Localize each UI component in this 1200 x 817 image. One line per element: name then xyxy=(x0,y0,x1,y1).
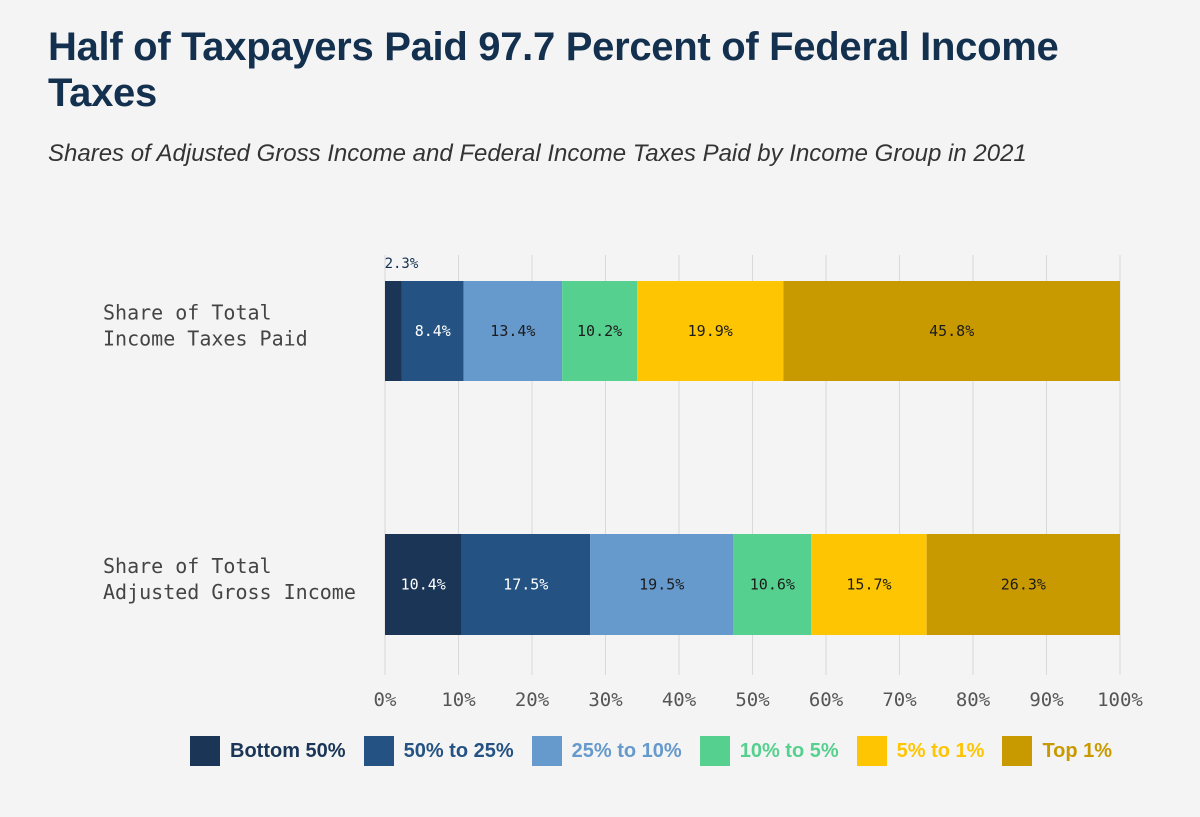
bar-segment xyxy=(637,281,784,381)
data-label: 10.2% xyxy=(577,322,622,340)
x-tick-label: 100% xyxy=(1097,689,1143,711)
bar-segment xyxy=(590,534,734,635)
legend-swatch xyxy=(699,736,730,766)
legend-swatch xyxy=(190,736,220,766)
category-label: Income Taxes Paid xyxy=(103,327,308,351)
legend-label: 25% to 10% xyxy=(571,739,682,762)
category-label: Share of Total xyxy=(103,554,272,578)
x-tick-label: 50% xyxy=(735,689,770,711)
x-tick-label: 20% xyxy=(515,689,550,711)
data-label: 45.8% xyxy=(929,322,974,340)
x-tick-label: 10% xyxy=(441,689,476,711)
x-tick-label: 70% xyxy=(882,689,917,711)
legend-swatch xyxy=(531,736,562,766)
bar-segment xyxy=(463,281,563,381)
data-label: 2.3% xyxy=(385,256,419,272)
data-label: 8.4% xyxy=(415,322,451,340)
legend-swatch xyxy=(856,736,887,766)
legend-swatch xyxy=(1002,736,1033,766)
bar-segment xyxy=(461,534,591,635)
data-label: 15.7% xyxy=(846,576,891,594)
bar-segment xyxy=(733,534,812,635)
category-label: Adjusted Gross Income xyxy=(103,580,356,604)
legend-item: Top 1% xyxy=(1002,736,1112,766)
data-label: 17.5% xyxy=(503,576,548,594)
chart-title: Half of Taxpayers Paid 97.7 Percent of F… xyxy=(48,25,1059,115)
category-label: Share of Total xyxy=(103,301,272,325)
legend-item: 10% to 5% xyxy=(699,736,839,766)
x-tick-label: 30% xyxy=(588,689,623,711)
chart-subtitle: Shares of Adjusted Gross Income and Fede… xyxy=(48,140,1027,167)
bar-segment xyxy=(926,534,1120,635)
bar-segment xyxy=(811,534,927,635)
legend-label: Top 1% xyxy=(1042,739,1113,762)
legend-label: 5% to 1% xyxy=(896,739,985,762)
legend-label: 10% to 5% xyxy=(739,739,839,762)
legend-label: 50% to 25% xyxy=(403,739,514,762)
data-label: 13.4% xyxy=(490,322,535,340)
data-label: 10.4% xyxy=(401,576,446,594)
bar-segment xyxy=(385,281,402,381)
legend-item: Bottom 50% xyxy=(190,736,346,766)
data-label: 26.3% xyxy=(1001,576,1046,594)
legend-item: 5% to 1% xyxy=(856,736,985,766)
legend-item: 50% to 25% xyxy=(363,736,514,766)
bar-segment xyxy=(783,281,1120,381)
data-label: 10.6% xyxy=(750,576,795,594)
bar-segment xyxy=(562,281,638,381)
chart-legend: Bottom 50% 50% to 25% 25% to 10% 10% to 5% 5… xyxy=(190,735,1112,767)
x-tick-label: 40% xyxy=(662,689,697,711)
x-tick-label: 60% xyxy=(809,689,844,711)
x-tick-label: 0% xyxy=(374,689,397,711)
bar-segment xyxy=(385,534,462,635)
x-tick-label: 90% xyxy=(1029,689,1064,711)
legend-item: 25% to 10% xyxy=(531,736,682,766)
x-tick-label: 80% xyxy=(956,689,991,711)
legend-label: Bottom 50% xyxy=(230,739,346,762)
data-label: 19.5% xyxy=(639,576,684,594)
bar-segment xyxy=(401,281,464,381)
legend-swatch xyxy=(363,736,394,766)
data-label: 19.9% xyxy=(688,322,733,340)
